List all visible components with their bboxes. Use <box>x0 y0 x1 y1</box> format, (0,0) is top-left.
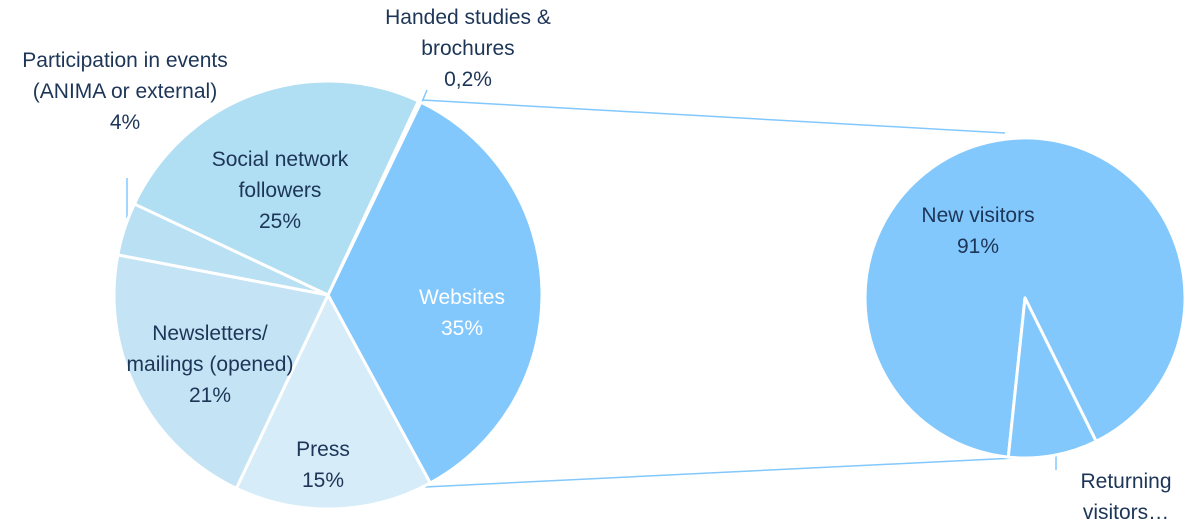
slice-label: Returning visitors… <box>1061 466 1188 525</box>
category-label: Participation in events (ANIMA or extern… <box>22 49 228 103</box>
category-label: Returning visitors… <box>1080 470 1172 524</box>
slice-label: Participation in events (ANIMA or extern… <box>20 45 230 138</box>
value-label: 15% <box>301 469 345 492</box>
connector-line <box>421 99 1006 134</box>
pie-slice <box>326 100 544 485</box>
slice-label: Websites 35% <box>402 282 522 344</box>
value-label: 0,2% <box>444 68 492 91</box>
value-label: 25% <box>258 210 302 233</box>
pie-slice <box>234 293 432 511</box>
category-label: Handed studies & brochures <box>385 6 551 60</box>
leader-line <box>421 89 428 103</box>
connector-line <box>424 457 1016 488</box>
slice-label: Social network followers 25% <box>185 144 375 237</box>
value-label: 4% <box>109 111 141 134</box>
category-label: Websites <box>419 286 505 309</box>
category-label: Press <box>296 438 350 461</box>
pie-slice <box>112 253 330 490</box>
category-label: New visitors <box>921 204 1035 227</box>
slice-label: Handed studies & brochures 0,2% <box>373 2 563 95</box>
slice-label: New visitors 91% <box>888 200 1068 262</box>
slice-label: Newsletters/ mailings (opened) 21% <box>120 318 300 411</box>
value-label: 91% <box>956 235 1000 258</box>
category-label: Newsletters/ mailings (opened) <box>126 322 294 376</box>
slice-label: Press 15% <box>263 434 383 496</box>
value-label: 35% <box>440 317 484 340</box>
pie-slice <box>1006 296 1098 460</box>
pie-slice <box>132 79 420 297</box>
category-label: Social network followers <box>211 148 349 202</box>
value-label: 21% <box>188 384 232 407</box>
